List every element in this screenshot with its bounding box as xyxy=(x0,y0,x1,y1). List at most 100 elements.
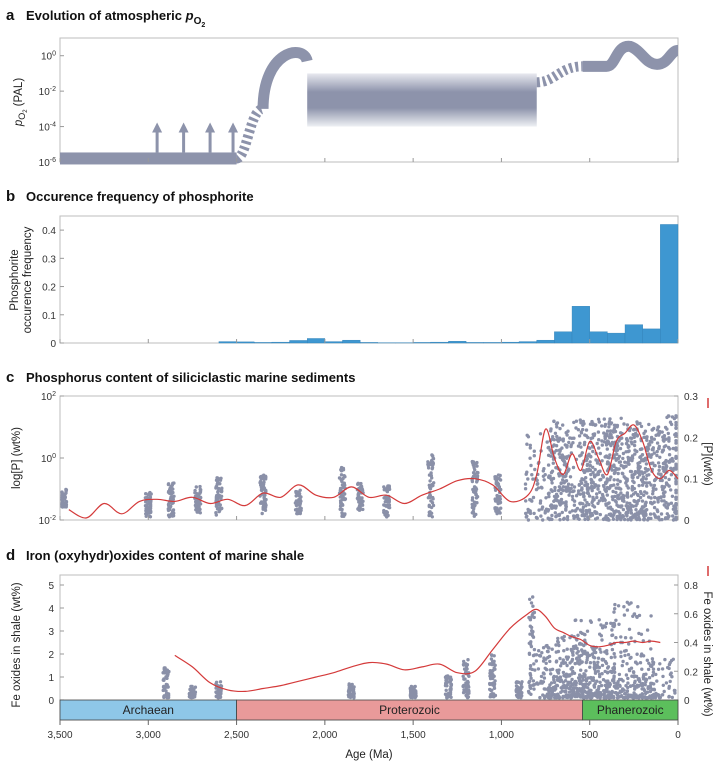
panel-c-point xyxy=(387,505,391,510)
panel-d-point xyxy=(630,674,634,678)
panel-c-y-ticks: 102 100 10-2 xyxy=(39,391,64,527)
panel-d-point xyxy=(599,650,603,654)
panel-d-point xyxy=(538,695,542,700)
panel-c-point xyxy=(661,448,665,452)
panel-c-point xyxy=(550,481,554,485)
panel-a-y-tick-label-1: 10-2 xyxy=(39,86,56,98)
panel-c-point xyxy=(662,494,666,498)
panel-d-point xyxy=(218,680,223,684)
panel-d-point xyxy=(664,681,669,685)
panel-c-point xyxy=(215,478,220,483)
panel-d-point xyxy=(631,614,635,618)
panel-c-point xyxy=(144,492,148,496)
panel-c-point xyxy=(613,429,618,434)
panel-c-point xyxy=(674,420,678,425)
panel-c-y2-tick-label-0: 0 xyxy=(684,516,690,527)
panel-d-point xyxy=(490,673,494,678)
panel-d-point xyxy=(562,694,567,699)
panel-c-point xyxy=(298,497,302,501)
x-tick-label-7: 0 xyxy=(675,730,681,741)
panel-d-point xyxy=(349,683,353,687)
panel-c-point xyxy=(602,417,606,421)
panel-d-point xyxy=(645,658,649,662)
panel-d-point xyxy=(582,690,586,694)
panel-d-point xyxy=(352,693,356,698)
panel-d-point xyxy=(661,674,665,679)
panel-c-point xyxy=(626,495,630,499)
panel-c-point xyxy=(532,454,536,458)
panel-d-point xyxy=(591,655,596,659)
panel-c-point xyxy=(569,486,573,491)
panel-c-point xyxy=(672,517,676,521)
panel-c-point xyxy=(669,473,674,477)
panel-c-point xyxy=(605,447,609,451)
panel-d-point xyxy=(572,671,577,675)
panel-c-point xyxy=(564,485,568,489)
panel-c-point xyxy=(666,483,670,487)
panel-c-point xyxy=(593,483,597,487)
panel-d-point xyxy=(605,651,609,656)
panel-c-point xyxy=(655,441,660,445)
panel-c-point xyxy=(617,439,621,443)
panel-c-point xyxy=(558,449,562,453)
panel-c-point xyxy=(194,485,198,489)
panel-d-point xyxy=(610,647,615,652)
panel-c-point xyxy=(578,418,582,422)
panel-a-y-ticks: 100 10-2 10-4 10-6 xyxy=(39,51,64,169)
panel-c-point xyxy=(617,504,621,509)
panel-d-point xyxy=(590,652,595,656)
panel-d-point xyxy=(633,660,638,664)
panel-c-point xyxy=(524,511,528,516)
panel-c-point xyxy=(643,435,647,440)
panel-c-point xyxy=(644,500,648,504)
panel-c-point xyxy=(649,483,653,487)
panel-c-point xyxy=(498,478,503,482)
panel-c-point xyxy=(646,467,650,472)
panel-c-point xyxy=(674,497,678,501)
panel-d-point xyxy=(528,618,533,622)
panel-c-point xyxy=(642,505,646,509)
panel-d-point xyxy=(462,684,466,688)
panel-c-point xyxy=(494,475,498,479)
panel-c-point xyxy=(633,452,637,456)
panel-c-point xyxy=(638,465,642,469)
panel-c-point xyxy=(218,478,223,482)
panel-d-point xyxy=(539,679,543,683)
panel-c-point xyxy=(611,517,616,521)
panel-c-point xyxy=(617,486,621,491)
panel-c-point xyxy=(617,454,622,459)
panel-b-bar-1 xyxy=(236,341,255,344)
panel-c-point xyxy=(610,495,614,499)
panel-c-point xyxy=(591,465,595,469)
panel-c-point xyxy=(596,430,601,434)
panel-c-point xyxy=(595,441,599,446)
panel-c-point xyxy=(473,472,477,477)
panel-d-point xyxy=(528,671,532,676)
panel-c-point xyxy=(341,486,345,490)
panel-c-point xyxy=(633,470,638,474)
panel-c-point xyxy=(588,463,592,468)
panel-b-bar-11 xyxy=(412,342,431,344)
panel-c-point xyxy=(262,498,267,502)
panel-d-point xyxy=(542,676,547,680)
panel-d-point xyxy=(617,695,621,699)
panel-d-point xyxy=(527,652,532,656)
panel-d-point xyxy=(650,657,655,661)
panel-d-point xyxy=(165,676,169,680)
panel-d-point xyxy=(647,661,651,665)
panel-c-point xyxy=(634,516,638,520)
panel-d-point xyxy=(554,650,558,654)
panel-c-point xyxy=(605,434,609,438)
panel-d-point xyxy=(547,696,552,700)
panel-c-point xyxy=(357,496,361,500)
panel-c-point xyxy=(342,481,346,485)
panel-c-point xyxy=(258,475,263,479)
panel-d-point xyxy=(609,621,613,625)
panel-c-point xyxy=(216,493,221,497)
panel-c-point xyxy=(649,496,653,500)
panel-c-point xyxy=(612,471,617,476)
panel-d-point xyxy=(573,618,577,623)
panel-d-point xyxy=(563,690,567,694)
panel-c-point xyxy=(572,514,576,518)
panel-d-point xyxy=(648,694,652,698)
